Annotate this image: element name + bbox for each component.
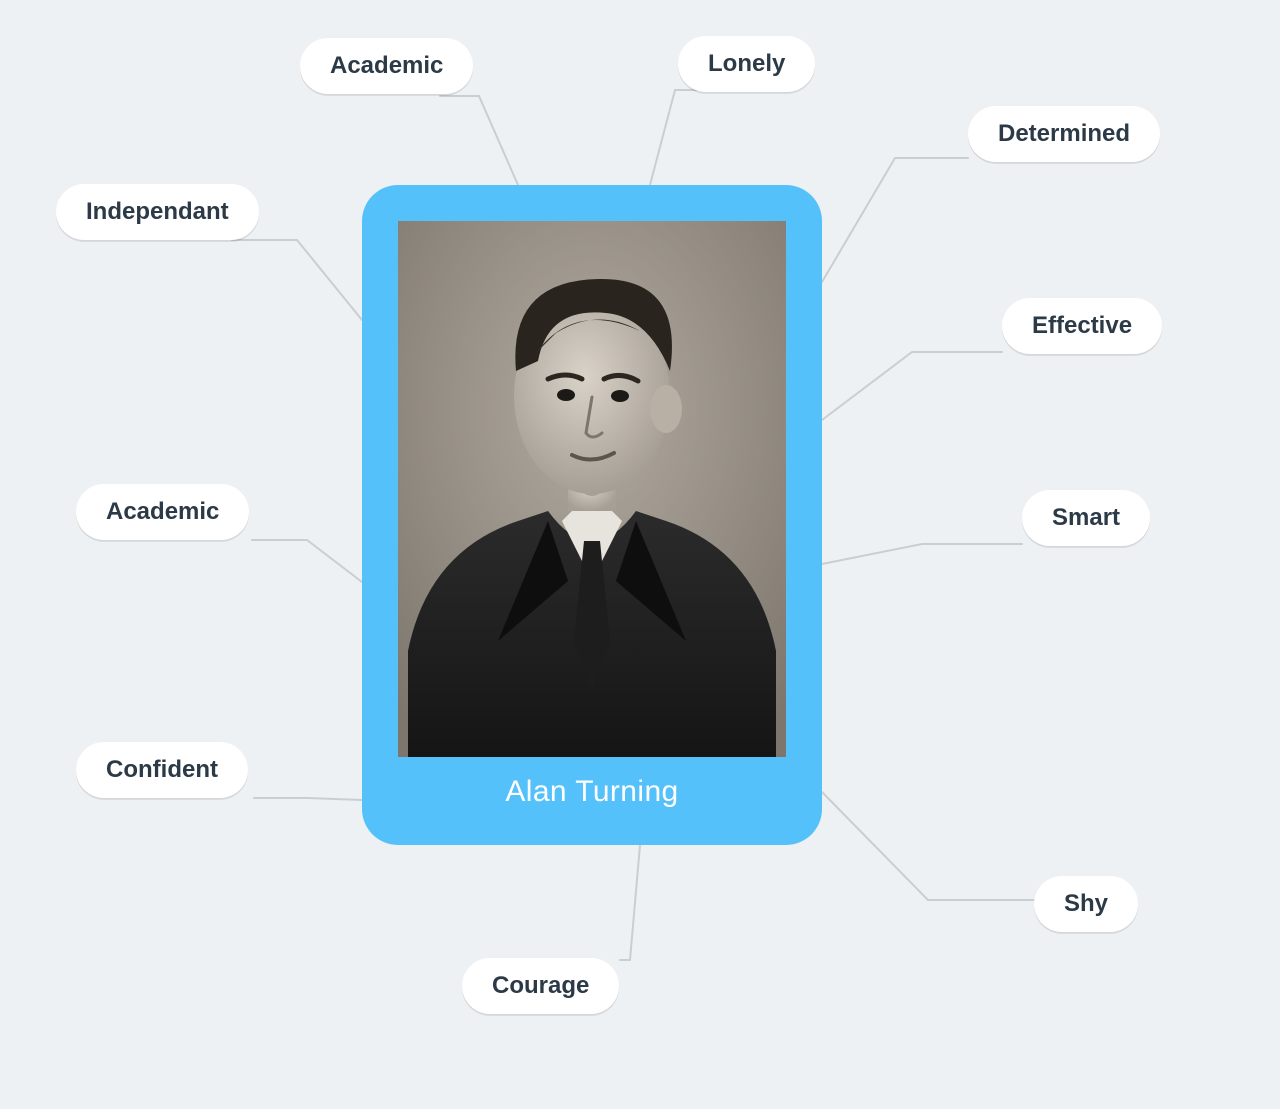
connector-line [252, 540, 362, 582]
connector-line [822, 544, 1022, 564]
central-portrait [398, 221, 786, 757]
bubble-label: Academic [330, 52, 443, 79]
bubble-label: Confident [106, 756, 218, 783]
bubble-lonely[interactable]: Lonely [678, 36, 815, 92]
bubble-label: Courage [492, 972, 589, 999]
bubble-label: Smart [1052, 504, 1120, 531]
connector-line [440, 96, 518, 185]
bubble-academic-top[interactable]: Academic [300, 38, 473, 94]
bubble-academic-left[interactable]: Academic [76, 484, 249, 540]
bubble-shy[interactable]: Shy [1034, 876, 1138, 932]
central-title: Alan Turning [505, 775, 678, 809]
connector-line [822, 792, 1034, 900]
bubble-determined[interactable]: Determined [968, 106, 1160, 162]
bubble-label: Academic [106, 498, 219, 525]
bubble-label: Shy [1064, 890, 1108, 917]
bubble-confident[interactable]: Confident [76, 742, 248, 798]
bubble-smart[interactable]: Smart [1022, 490, 1150, 546]
connector-line [822, 352, 1002, 420]
bubble-label: Independant [86, 198, 229, 225]
bubble-label: Determined [998, 120, 1130, 147]
connector-line [232, 240, 362, 320]
bubble-effective[interactable]: Effective [1002, 298, 1162, 354]
central-node[interactable]: Alan Turning [362, 185, 822, 845]
bubble-independant[interactable]: Independant [56, 184, 259, 240]
connector-line [620, 845, 640, 960]
bubble-label: Effective [1032, 312, 1132, 339]
connector-line [822, 158, 968, 282]
connector-line [650, 90, 700, 185]
bubble-label: Lonely [708, 50, 785, 77]
connector-line [254, 798, 362, 800]
bubble-courage[interactable]: Courage [462, 958, 619, 1014]
